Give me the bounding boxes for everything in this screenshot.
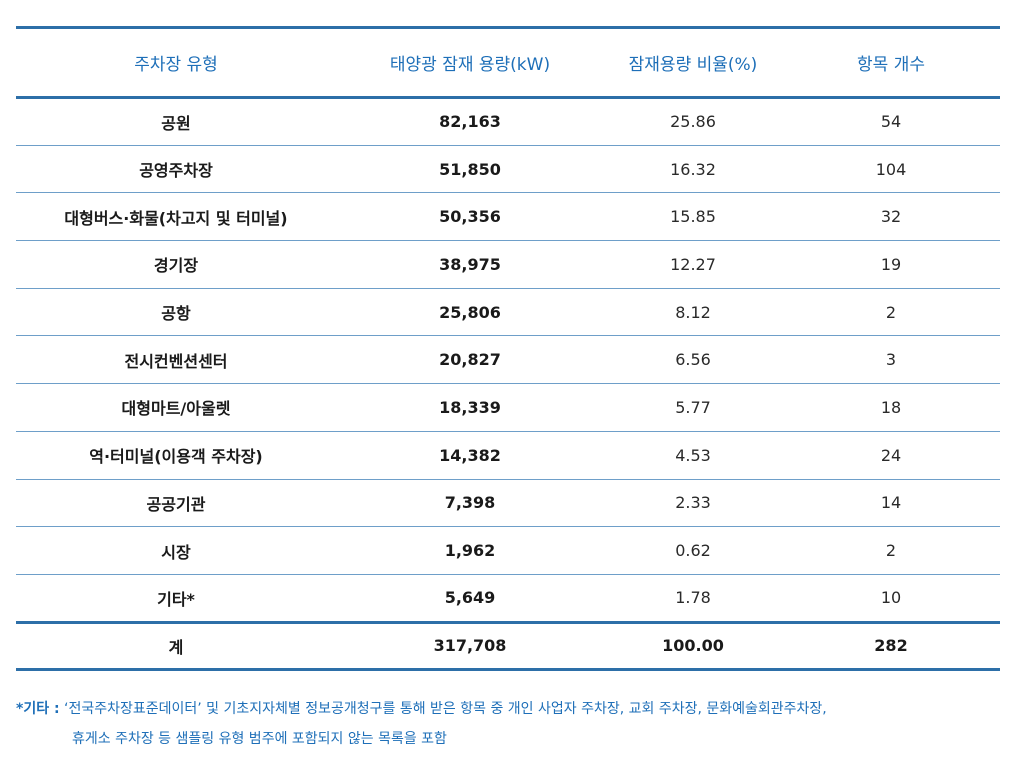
- cell-capacity: 51,850: [439, 159, 501, 179]
- table-row: 대형버스·화물(차고지 및 터미널) 50,356 15.85 32: [16, 193, 1000, 241]
- cell-ratio: 25.86: [670, 112, 716, 132]
- header-solar-capacity: 태양광 잠재 용량(kW): [389, 55, 551, 75]
- cell-count: 2: [885, 541, 897, 561]
- cell-ratio: 12.27: [670, 254, 716, 274]
- cell-ratio: 6.56: [675, 350, 711, 370]
- cell-capacity: 7,398: [444, 493, 496, 513]
- cell-type: 공항: [161, 304, 191, 324]
- cell-count: 2: [885, 302, 897, 322]
- cell-capacity: 82,163: [439, 112, 501, 132]
- footnote-line-2: 휴게소 주차장 등 샘플링 유형 범주에 포함되지 않는 목록을 포함: [16, 724, 1006, 754]
- cell-capacity: 38,975: [439, 254, 501, 274]
- cell-capacity: 14,382: [439, 445, 501, 465]
- cell-type: 경기장: [153, 256, 199, 276]
- table-row: 공항 25,806 8.12 2: [16, 288, 1000, 336]
- cell-count: 24: [880, 445, 902, 465]
- cell-count: 32: [880, 207, 902, 227]
- cell-count: 10: [880, 588, 902, 608]
- cell-count: 14: [880, 493, 902, 513]
- table-row: 대형마트/아울렛 18,339 5.77 18: [16, 384, 1000, 432]
- total-row: 계 317,708 100.00 282: [16, 622, 1000, 670]
- table-row: 전시컨벤션센터 20,827 6.56 3: [16, 336, 1000, 384]
- cell-type: 시장: [161, 542, 191, 562]
- table-row: 공공기관 7,398 2.33 14: [16, 479, 1000, 527]
- cell-type: 전시컨벤션센터: [124, 351, 228, 371]
- footnote: *기타 : ‘전국주차장표준데이터’ 및 기초지자체별 정보공개청구를 통해 받…: [16, 694, 1006, 754]
- cell-type: 공원: [161, 113, 191, 133]
- total-count: 282: [874, 636, 908, 656]
- cell-type: 대형마트/아울렛: [121, 399, 231, 419]
- cell-type: 기타*: [157, 589, 195, 609]
- cell-ratio: 15.85: [670, 207, 716, 227]
- cell-type: 역·터미널(이용객 주차장): [89, 447, 263, 467]
- cell-count: 19: [880, 254, 902, 274]
- cell-capacity: 25,806: [439, 302, 501, 322]
- footnote-line-1: *기타 : ‘전국주차장표준데이터’ 및 기초지자체별 정보공개청구를 통해 받…: [16, 694, 1006, 724]
- cell-type: 공공기관: [146, 494, 206, 514]
- table-row: 역·터미널(이용객 주차장) 14,382 4.53 24: [16, 431, 1000, 479]
- cell-capacity: 1,962: [444, 541, 496, 561]
- cell-type: 대형버스·화물(차고지 및 터미널): [64, 208, 288, 228]
- table-header: 주차장 유형 태양광 잠재 용량(kW) 잠재용량 비율(%) 항목 개수: [16, 27, 1000, 98]
- cell-count: 104: [875, 159, 907, 179]
- table-row: 공원 82,163 25.86 54: [16, 98, 1000, 146]
- table-row: 시장 1,962 0.62 2: [16, 527, 1000, 575]
- cell-capacity: 50,356: [439, 207, 501, 227]
- header-parking-type: 주차장 유형: [134, 55, 218, 75]
- cell-capacity: 18,339: [439, 397, 501, 417]
- cell-capacity: 20,827: [439, 350, 501, 370]
- header-item-count: 항목 개수: [857, 55, 925, 75]
- footnote-text-2: 휴게소 주차장 등 샘플링 유형 범주에 포함되지 않는 목록을 포함: [72, 731, 447, 747]
- cell-count: 18: [880, 397, 902, 417]
- data-table: 주차장 유형 태양광 잠재 용량(kW) 잠재용량 비율(%) 항목 개수 공원…: [16, 26, 1000, 671]
- total-capacity: 317,708: [433, 636, 507, 656]
- cell-type: 공영주차장: [139, 161, 213, 181]
- cell-ratio: 2.33: [675, 493, 711, 513]
- total-label: 계: [168, 637, 184, 657]
- cell-ratio: 0.62: [675, 541, 711, 561]
- footnote-text-1: ‘전국주차장표준데이터’ 및 기초지자체별 정보공개청구를 통해 받은 항목 중…: [64, 701, 827, 717]
- table-row: 기타* 5,649 1.78 10: [16, 574, 1000, 623]
- table-row: 공영주차장 51,850 16.32 104: [16, 145, 1000, 193]
- cell-ratio: 4.53: [675, 445, 711, 465]
- total-ratio: 100.00: [662, 636, 724, 656]
- cell-capacity: 5,649: [444, 588, 496, 608]
- cell-ratio: 1.78: [675, 588, 711, 608]
- table-row: 경기장 38,975 12.27 19: [16, 241, 1000, 289]
- header-capacity-ratio: 잠재용량 비율(%): [628, 55, 758, 75]
- parking-solar-table: 주차장 유형 태양광 잠재 용량(kW) 잠재용량 비율(%) 항목 개수 공원…: [16, 26, 1000, 671]
- table-body: 공원 82,163 25.86 54 공영주차장 51,850 16.32 10…: [16, 98, 1000, 670]
- cell-ratio: 8.12: [675, 302, 711, 322]
- cell-ratio: 16.32: [670, 159, 716, 179]
- cell-count: 3: [885, 350, 897, 370]
- cell-ratio: 5.77: [675, 397, 711, 417]
- cell-count: 54: [880, 112, 902, 132]
- header-row: 주차장 유형 태양광 잠재 용량(kW) 잠재용량 비율(%) 항목 개수: [16, 27, 1000, 98]
- footnote-label: *기타 :: [16, 701, 60, 717]
